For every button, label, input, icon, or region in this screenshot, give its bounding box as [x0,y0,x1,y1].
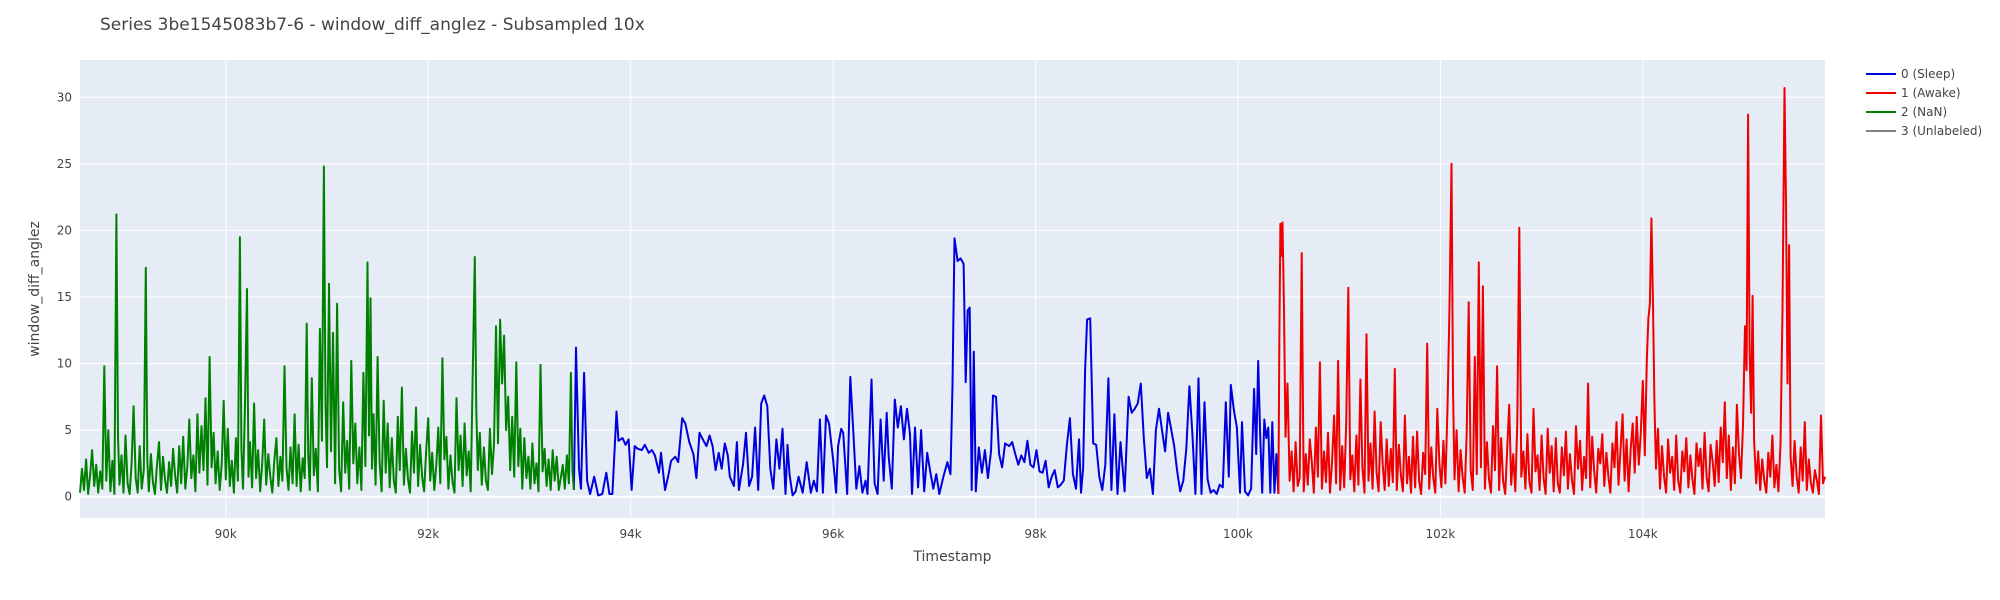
x-tick-label: 92k [417,527,439,541]
y-tick-label: 25 [57,157,72,171]
legend[interactable]: 0 (Sleep) 1 (Awake) 2 (NaN) 3 (Unlabeled) [1866,67,1982,138]
y-tick-label: 0 [64,490,72,504]
legend-item-0[interactable]: 0 (Sleep) [1866,67,1955,81]
y-tick-label: 15 [57,290,72,304]
series-lines [79,87,1826,497]
legend-label-0: 0 (Sleep) [1901,67,1955,81]
y-tick-label: 30 [57,90,72,104]
series-line-2 [79,165,575,495]
x-tick-label: 90k [215,527,237,541]
legend-item-2[interactable]: 2 (NaN) [1866,105,1947,119]
legend-label-2: 2 (NaN) [1901,105,1947,119]
series-line-1 [1277,87,1826,495]
x-tick-label: 94k [620,527,642,541]
x-tick-label: 104k [1628,527,1658,541]
y-axis-ticks: 0 5 10 15 20 25 30 [57,90,72,503]
x-tick-label: 102k [1425,527,1455,541]
y-axis-title: window_diff_anglez [27,221,43,357]
legend-item-1[interactable]: 1 (Awake) [1866,86,1961,100]
legend-label-1: 1 (Awake) [1901,86,1961,100]
legend-item-3[interactable]: 3 (Unlabeled) [1866,124,1982,138]
x-axis-ticks: 90k 92k 94k 96k 98k 100k 102k 104k [215,527,1658,541]
legend-label-3: 3 (Unlabeled) [1901,124,1982,138]
x-tick-label: 98k [1024,527,1046,541]
y-tick-label: 5 [64,423,72,437]
y-tick-label: 20 [57,223,72,237]
x-tick-label: 96k [822,527,844,541]
series-line-0 [572,237,1280,497]
chart-title: Series 3be1545083b7-6 - window_diff_angl… [100,15,645,35]
y-tick-label: 10 [57,357,72,371]
x-tick-label: 100k [1223,527,1253,541]
x-axis-title: Timestamp [912,549,991,565]
